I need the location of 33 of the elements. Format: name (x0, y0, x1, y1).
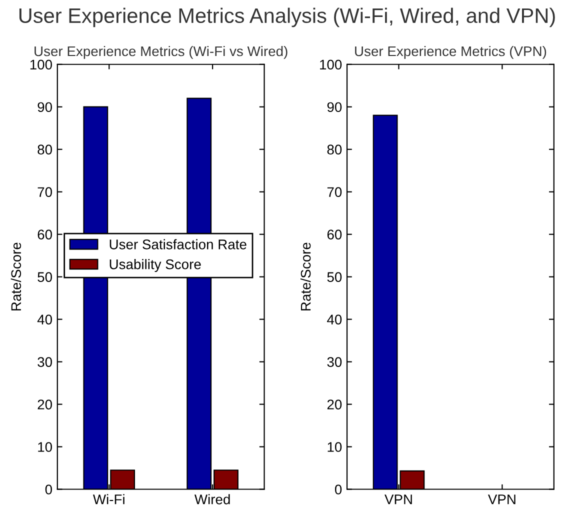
y-tick-label: 100 (30, 60, 52, 70)
y-tick-label: 60 (327, 230, 342, 240)
y-tick-label: 30 (327, 357, 342, 367)
y-tick-label: 20 (38, 400, 52, 410)
y-tick-label: 90 (327, 102, 342, 112)
y-tick-label: 40 (327, 314, 342, 324)
y-tick-label: 10 (38, 442, 52, 452)
x-tick-label: Wi-Fi (92, 494, 124, 504)
x-tick-label: VPN (384, 494, 412, 504)
y-tick-label: 10 (328, 442, 342, 452)
y-tick-label: 70 (38, 187, 52, 198)
y-tick-label: 0 (45, 484, 52, 494)
y-tick-label: 40 (37, 314, 52, 324)
y-tick-label: 50 (327, 272, 342, 282)
y-axis-title: Rate/Score (10, 242, 22, 310)
y-tick-label: 60 (38, 230, 52, 240)
y-tick-label: 80 (327, 144, 342, 155)
y-tick-label: 70 (327, 187, 342, 198)
y-tick-label: 90 (38, 102, 52, 112)
y-tick-label: 100 (320, 60, 342, 70)
chart-title: User Experience Metrics (Wi-Fi vs Wired) (34, 46, 288, 59)
y-tick-label: 80 (38, 144, 52, 155)
text: User Experience Metrics Analysis (Wi-Fi, Wired, and VPN) (19, 8, 555, 28)
chart-title: User Experience Metrics (VPN) (355, 46, 546, 59)
y-tick-label: 30 (38, 357, 52, 367)
y-tick-label: 0 (334, 484, 342, 494)
legend-label: Usability Score (110, 259, 201, 272)
y-tick-label: 50 (38, 272, 52, 282)
y-tick-label: 20 (327, 400, 342, 410)
legend-label: User Satisfaction Rate (110, 239, 246, 250)
x-tick-label: Wired (194, 494, 230, 504)
x-tick-label: VPN (488, 494, 516, 504)
y-axis-title: Rate/Score (300, 242, 311, 310)
